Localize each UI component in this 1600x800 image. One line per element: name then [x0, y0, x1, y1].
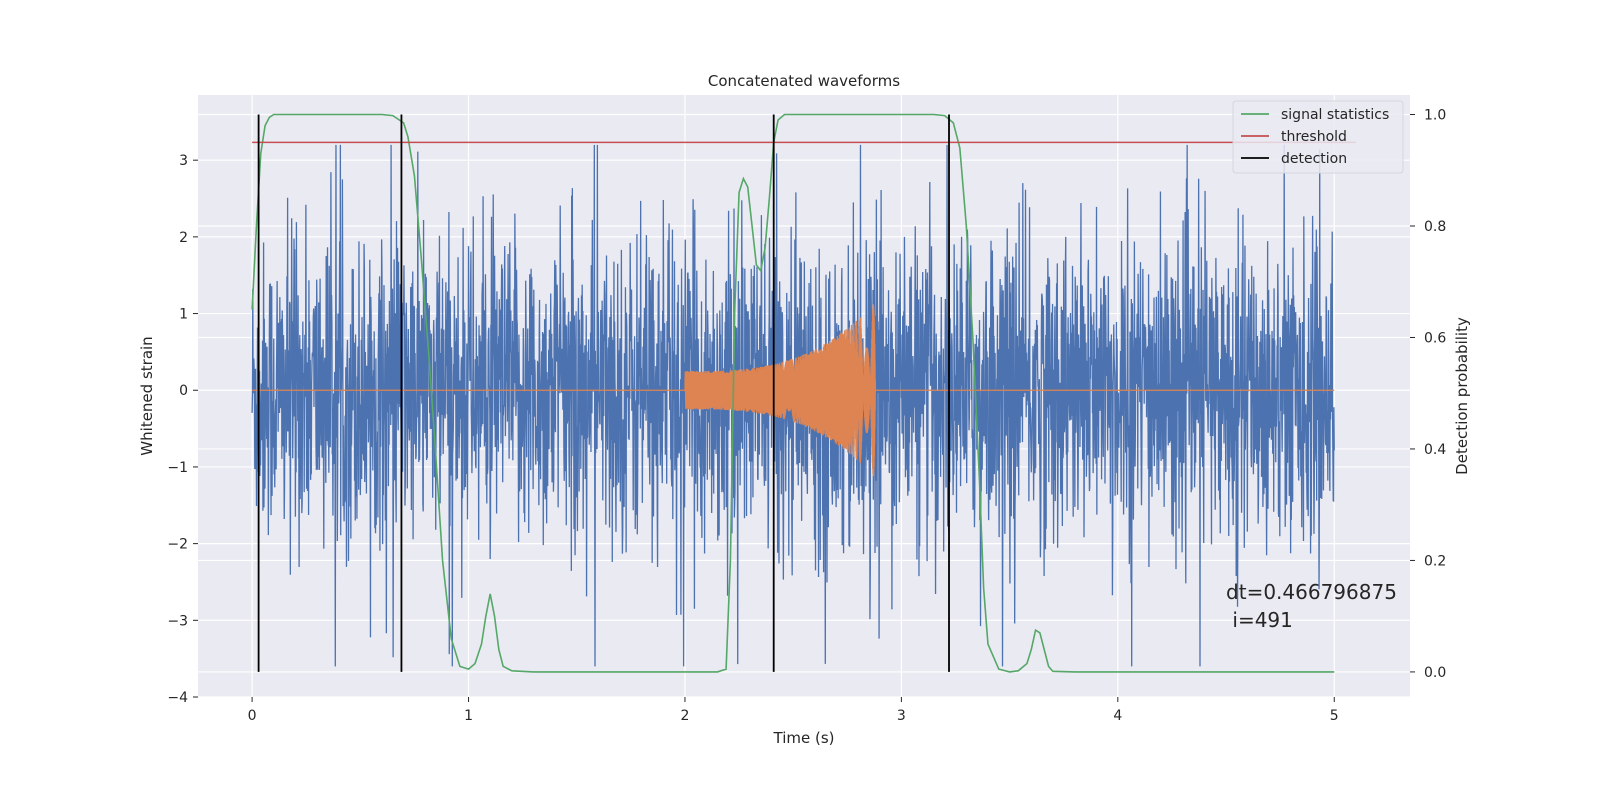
injected-signal-series	[252, 304, 1335, 476]
annotation-index: i=491	[1226, 608, 1293, 632]
y-left-tick-label-1: −3	[167, 613, 188, 629]
x-tick-label-5: 5	[1330, 708, 1339, 724]
y-right-tick-label-3: 0.6	[1424, 330, 1446, 346]
y-left-tick-label-7: 3	[179, 153, 188, 169]
y-right-axis-label: Detection probability	[1453, 317, 1471, 475]
y-right-tick-label-5: 1.0	[1424, 108, 1446, 124]
x-tick-label-2: 2	[681, 708, 690, 724]
y-right-tick-label-0: 0.0	[1424, 665, 1446, 681]
y-right-tick-label-4: 0.8	[1424, 219, 1446, 235]
legend-label-1: threshold	[1281, 129, 1347, 145]
x-axis-label: Time (s)	[773, 729, 835, 747]
y-left-tick-label-4: 0	[179, 383, 188, 399]
legend-label-2: detection	[1281, 151, 1347, 167]
signal-statistics-series	[251, 113, 1335, 673]
x-tick-label-3: 3	[897, 708, 906, 724]
signal-statistics-line	[251, 113, 1335, 673]
chart-title: Concatenated waveforms	[708, 72, 900, 90]
legend: signal statistics threshold detection	[1232, 100, 1404, 174]
y-left-axis-label: Whitened strain	[138, 336, 156, 455]
strain-series	[251, 144, 1335, 667]
strain-line	[251, 144, 1335, 667]
x-tick-label-4: 4	[1113, 708, 1122, 724]
annotation: dt=0.466796875 i=491	[1226, 580, 1397, 632]
y-left-tick-label-6: 2	[179, 230, 188, 246]
x-axis-ticks: 0 1 2 3 4 5	[248, 697, 1339, 724]
y-right-axis-ticks: 0.0 0.2 0.4 0.6 0.8 1.0	[1410, 108, 1446, 681]
legend-box	[1232, 100, 1404, 174]
x-tick-label-1: 1	[464, 708, 473, 724]
injected-signal-line	[252, 304, 1335, 476]
legend-label-0: signal statistics	[1281, 107, 1389, 123]
y-right-tick-label-1: 0.2	[1424, 553, 1446, 569]
y-right-tick-label-2: 0.4	[1424, 442, 1446, 458]
y-left-tick-label-3: −1	[167, 460, 188, 476]
y-left-tick-label-5: 1	[179, 307, 188, 323]
y-left-tick-label-2: −2	[167, 537, 188, 553]
annotation-dt: dt=0.466796875	[1226, 580, 1397, 604]
y-left-tick-label-0: −4	[167, 690, 188, 706]
y-left-axis-ticks: −4 −3 −2 −1 0 1 2 3	[167, 153, 198, 706]
x-tick-label-0: 0	[248, 708, 257, 724]
detection-lines	[257, 114, 950, 672]
